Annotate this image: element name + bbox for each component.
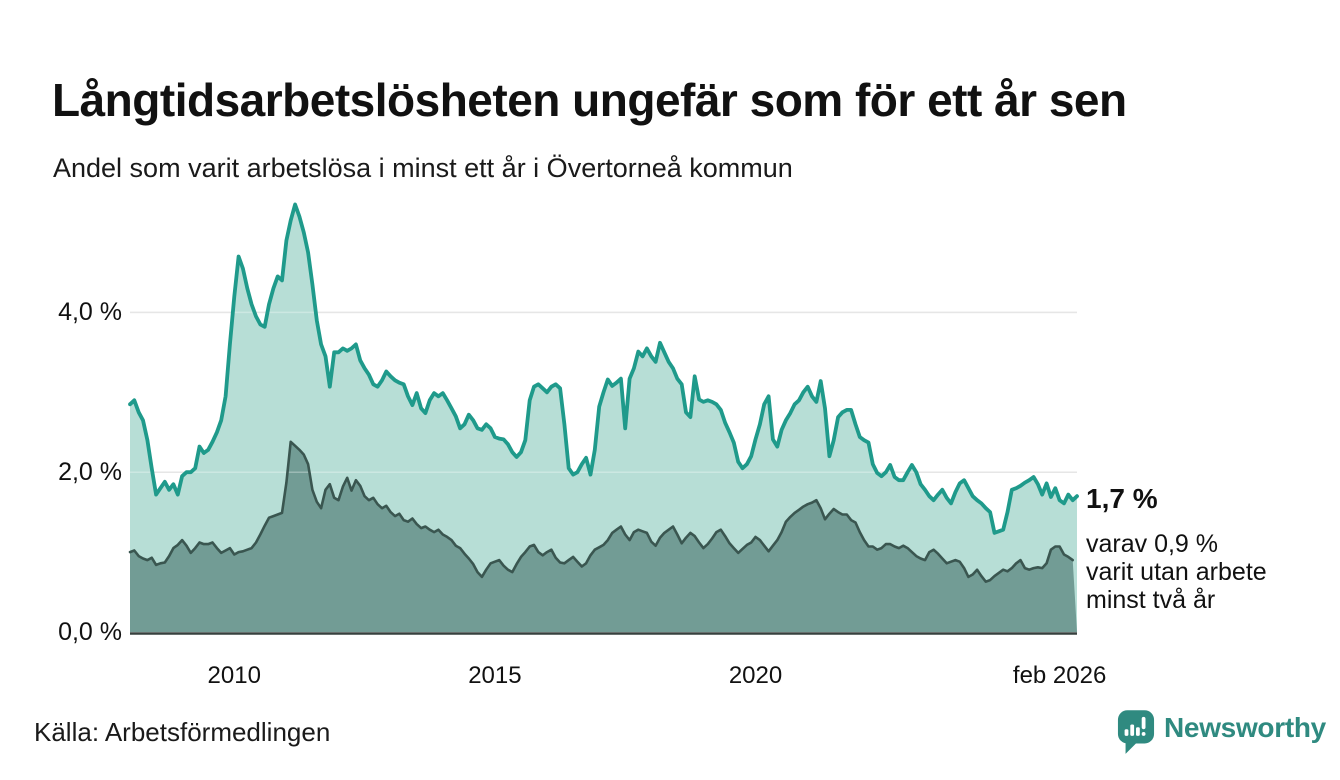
newsworthy-bubble-icon [1117, 710, 1155, 754]
area-fill-series-1 [130, 441, 1077, 632]
note-line: minst två år [1086, 586, 1216, 614]
note-line: varit utan arbete [1086, 558, 1267, 586]
page-subtitle: Andel som varit arbetslösa i minst ett å… [53, 153, 793, 183]
line-series-0 [128, 202, 1079, 535]
line-series-1 [128, 440, 1074, 583]
latest-value-annotation: 1,7 % varav 0,9 % varit utan arbete mins… [1086, 483, 1336, 614]
page-title: Långtidsarbetslösheten ungefär som för e… [52, 73, 1127, 126]
note-line: varav 0,9 % [1086, 530, 1219, 558]
y-axis-tick-label: 0,0 % [58, 618, 122, 646]
y-axis-tick-label: 2,0 % [58, 458, 122, 487]
latest-note: varav 0,9 % varit utan arbete minst två … [1086, 530, 1336, 614]
source-credit: Källa: Arbetsförmedlingen [34, 717, 331, 747]
x-axis-tick-label: feb 2026 [1012, 662, 1107, 689]
x-axis-tick-label: 2020 [728, 662, 783, 689]
latest-total-value: 1,7 % [1086, 483, 1158, 514]
brand-logo: Newsworthy [1117, 709, 1326, 757]
brand-name: Newsworthy [1164, 712, 1326, 743]
x-axis-tick-label: 2015 [468, 662, 522, 689]
y-axis-tick-label: 4,0 % [58, 298, 122, 327]
x-axis-tick-label: 2010 [207, 662, 261, 689]
